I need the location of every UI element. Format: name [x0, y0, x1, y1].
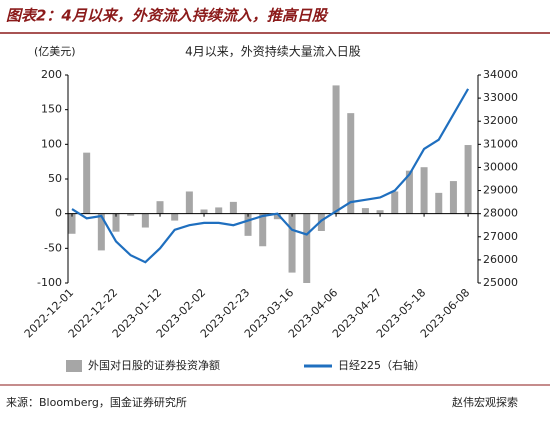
bar — [435, 192, 443, 214]
chart-title: 4月以来，外资持续大量流入日股 — [185, 44, 361, 59]
watermark: 赵伟宏观探索 — [452, 395, 518, 409]
y-tick-label: 0 — [55, 207, 62, 220]
y2-tick-label: 30000 — [483, 160, 518, 173]
y2-tick-label: 28000 — [483, 207, 518, 220]
y-tick-label: 50 — [48, 172, 62, 185]
y2-tick-label: 33000 — [483, 91, 518, 104]
bar — [215, 207, 223, 214]
bar — [112, 213, 120, 232]
y2-tick-label: 25000 — [483, 276, 518, 289]
bar — [127, 213, 135, 216]
bar — [391, 191, 399, 214]
bar — [97, 213, 105, 251]
bar — [229, 201, 237, 214]
bar — [171, 213, 179, 221]
legend-label: 日经225（右轴） — [338, 358, 425, 372]
y2-tick-label: 27000 — [483, 230, 518, 243]
bar — [259, 213, 267, 247]
bar — [273, 213, 281, 220]
y-axis-label: (亿美元) — [34, 45, 76, 58]
y2-tick-label: 32000 — [483, 114, 518, 127]
header: 图表2：4月以来，外资流入持续流入，推高日股 — [6, 7, 329, 25]
source: 来源：Bloomberg，国金证券研究所 — [6, 395, 187, 409]
bar — [156, 201, 164, 214]
bar — [141, 213, 149, 228]
bar — [332, 85, 340, 214]
bar — [68, 213, 76, 234]
y-tick-label: 150 — [41, 103, 62, 116]
bar — [185, 191, 193, 214]
y2-tick-label: 26000 — [483, 253, 518, 266]
y-tick-label: 100 — [41, 137, 62, 150]
bar — [464, 145, 472, 214]
y-tick-label: -100 — [37, 276, 62, 289]
y-tick-label: -50 — [44, 241, 62, 254]
bar — [376, 210, 384, 214]
bar — [347, 113, 355, 214]
bar — [200, 209, 208, 214]
bar — [317, 213, 325, 231]
bar — [405, 170, 413, 214]
line — [71, 88, 470, 264]
bar — [244, 213, 252, 236]
legend-swatch — [66, 360, 82, 372]
bar — [288, 213, 296, 273]
bar — [83, 152, 91, 214]
y2-tick-label: 31000 — [483, 137, 518, 150]
y2-tick-label: 29000 — [483, 184, 518, 197]
legend-label: 外国对日股的证券投资净额 — [88, 358, 220, 372]
bar — [361, 208, 369, 214]
bar — [303, 213, 311, 283]
y2-tick-label: 34000 — [483, 68, 518, 81]
bar — [420, 167, 428, 214]
bar — [449, 181, 457, 214]
y-tick-label: 200 — [41, 68, 62, 81]
